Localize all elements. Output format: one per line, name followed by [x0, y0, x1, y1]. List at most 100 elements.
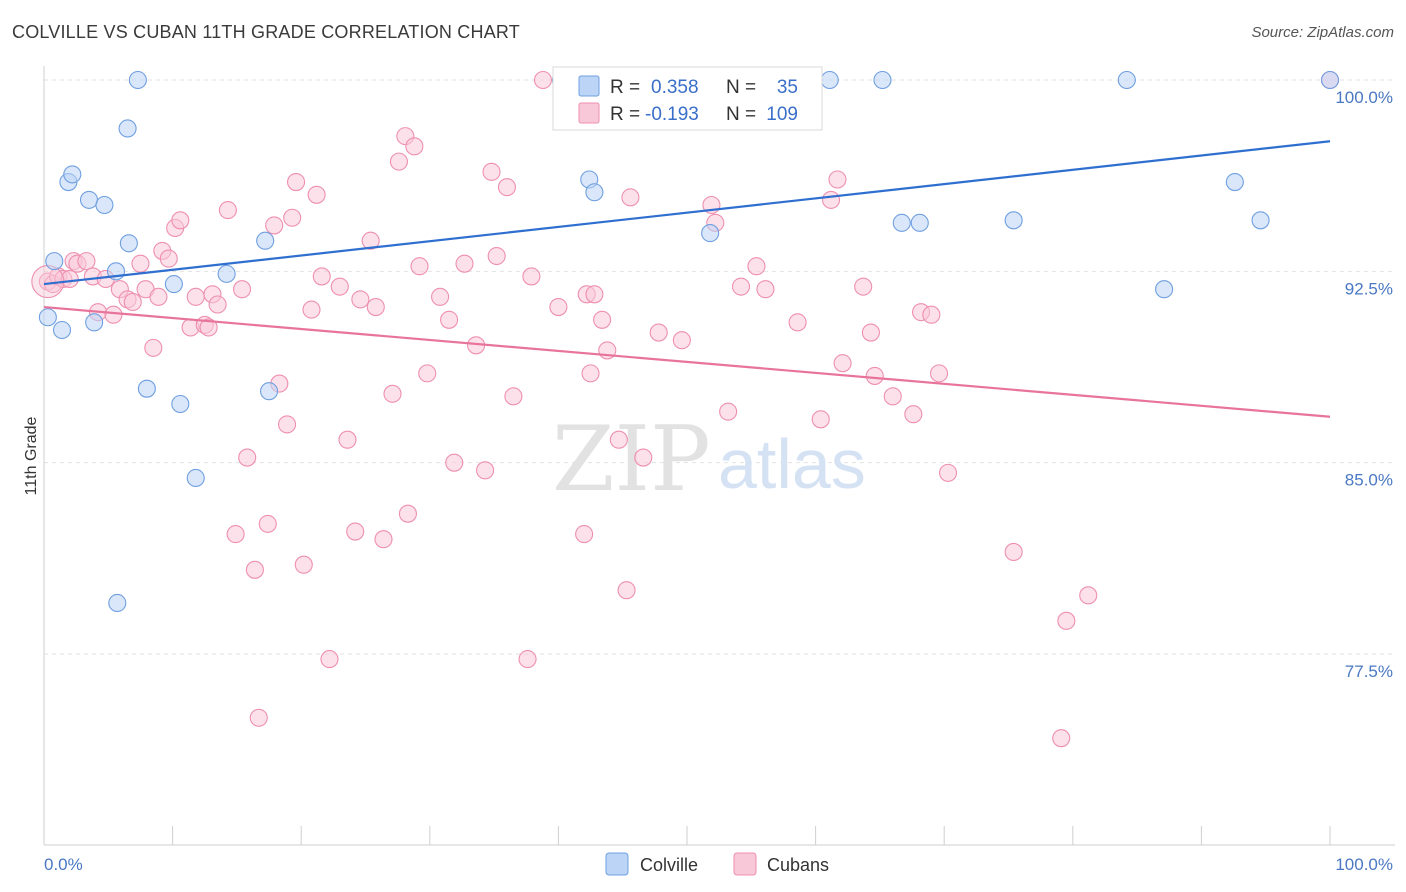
cubans-point [504, 387, 523, 406]
cubans-point [865, 366, 884, 385]
y-tick-label-3: 77.5% [1345, 662, 1393, 681]
cubans-point [123, 292, 142, 311]
cubans-point [232, 280, 252, 299]
cubans-point [575, 525, 594, 544]
cubans-point [294, 555, 313, 574]
watermark-atlas: atlas [718, 425, 866, 503]
cubans-point [346, 522, 365, 541]
cubans-point [833, 354, 852, 373]
bottom-legend-cubans-swatch [733, 852, 757, 876]
cubans-point [476, 461, 495, 480]
cubans-point [883, 387, 902, 406]
colville-point [119, 234, 138, 253]
cubans-point [312, 267, 331, 286]
colville-point [1225, 172, 1244, 192]
y-axis-title: 11th Grade [23, 416, 40, 495]
cubans-point [861, 323, 880, 342]
cubans-point [821, 190, 841, 209]
colville-point [892, 213, 911, 232]
cubans-point [338, 430, 357, 449]
cubans-point [60, 269, 79, 289]
cubans-point [649, 323, 668, 342]
cubans-point [939, 463, 958, 482]
colville-point [1117, 70, 1136, 90]
cubans-point [455, 254, 474, 273]
colville-point [701, 224, 720, 243]
cubans-point [405, 137, 424, 156]
cubans-point [581, 364, 600, 383]
source-label: Source: ZipAtlas.com [1251, 24, 1394, 41]
colville-point [85, 313, 104, 332]
cubans-point [208, 295, 227, 314]
cubans-point [374, 530, 393, 549]
colville-trend-line [43, 140, 1331, 286]
colville-point [52, 320, 72, 340]
cubans-point [278, 415, 297, 434]
colville-point [1251, 211, 1270, 230]
cubans-point [77, 252, 96, 271]
y-tick-label-1: 92.5% [1345, 279, 1393, 298]
cubans-point [593, 310, 612, 329]
legend-cubans-r-value: -0.193 [645, 104, 699, 125]
x-tick-label-0: 0.0% [44, 855, 83, 874]
colville-point [171, 394, 190, 414]
colville-point [1320, 70, 1340, 90]
colville-point [63, 165, 82, 184]
cubans-point [199, 318, 218, 337]
cubans-point [922, 305, 941, 324]
trend-lines [43, 140, 1331, 418]
legend-box: R = 0.358 N = 35 R = -0.193 N = 109 [552, 66, 823, 131]
cubans-point [533, 70, 553, 90]
cubans-point [518, 650, 537, 669]
cubans-point [811, 410, 830, 429]
cubans-point [756, 280, 775, 299]
cubans-point [719, 402, 738, 421]
legend-cubans-r-label: R = [610, 104, 640, 125]
colville-point [186, 468, 205, 488]
colville-point [137, 379, 156, 398]
bottom-legend-colville-swatch [605, 852, 629, 876]
cubans-point [226, 525, 245, 544]
cubans-point [238, 448, 257, 467]
cubans-point [731, 277, 751, 296]
chart-title: COLVILLE VS CUBAN 11TH GRADE CORRELATION… [12, 22, 520, 42]
cubans-point [351, 290, 370, 309]
cubans-point [307, 185, 326, 204]
x-tick-label-1: 100.0% [1335, 855, 1393, 874]
colville-point [38, 308, 57, 327]
cubans-point [104, 305, 123, 324]
cubans-point [854, 277, 873, 296]
cubans-point [549, 297, 568, 317]
cubans-point [1079, 586, 1098, 605]
colville-point [95, 195, 114, 215]
colville-point [79, 190, 99, 209]
bottom-legend: Colville Cubans [605, 852, 829, 876]
bottom-legend-colville-label: Colville [640, 855, 698, 875]
cubans-point [302, 300, 321, 319]
cubans-point [410, 257, 429, 276]
colville-point [164, 275, 183, 294]
cubans-point [1004, 542, 1023, 562]
colville-point [585, 183, 604, 202]
cubans-point [904, 405, 923, 424]
cubans-point [258, 514, 277, 533]
bottom-legend-cubans-label: Cubans [767, 855, 829, 875]
colville-point [259, 382, 279, 401]
cubans-point [171, 211, 190, 230]
cubans-point [1052, 729, 1071, 748]
watermark: ZIP atlas [552, 407, 866, 512]
y-tick-label-2: 85.0% [1345, 471, 1393, 490]
cubans-point [431, 287, 450, 306]
legend-cubans-n-value: 109 [766, 104, 798, 125]
cubans-point [398, 504, 417, 523]
cubans-point [418, 364, 437, 383]
cubans-point [747, 257, 766, 276]
cubans-point [366, 297, 385, 317]
watermark-zip: ZIP [552, 407, 711, 512]
cubans-point [218, 201, 237, 220]
colville-point [1155, 280, 1174, 299]
colville-point [217, 264, 236, 283]
cubans-point [389, 152, 408, 171]
cubans-point [609, 430, 628, 449]
cubans-point [634, 448, 653, 467]
